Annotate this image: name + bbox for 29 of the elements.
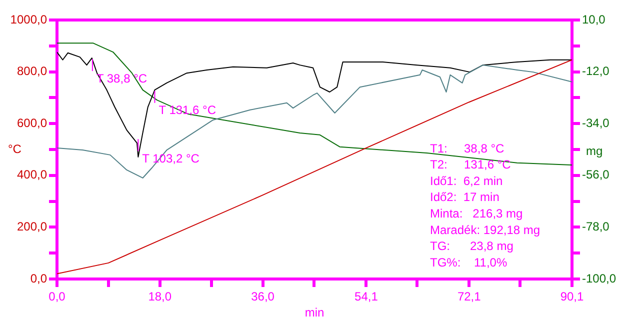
y-tick-label: 0,0: [30, 271, 48, 286]
y2-axis-title: mg: [586, 144, 603, 158]
y2-tick-label: -12,0: [582, 64, 610, 78]
annotation: TG: 23,8 mg: [430, 239, 514, 254]
y-tick-label: 400,0: [16, 168, 48, 182]
y-tick-label: 1000,0: [10, 12, 48, 26]
y-tick-label: 800,0: [16, 64, 48, 78]
x-tick-label: 18,0: [148, 290, 172, 304]
annotation: TG%: 11,0%: [430, 255, 508, 270]
x-tick-label: 90,1: [560, 290, 584, 304]
annotation: Minta: 216,3 mg: [430, 206, 523, 221]
y-tick-label: 600,0: [16, 116, 48, 130]
x-tick-label: 0,0: [48, 290, 66, 304]
annotation: Idő2: 17 min: [430, 190, 500, 204]
y-tick-label: 200,0: [16, 220, 48, 234]
y2-tick-label: -56,0: [582, 168, 610, 182]
annotation: T2: 131,6 °C: [430, 158, 512, 172]
x-tick-label: 72,1: [457, 290, 482, 304]
annotation: Idő1: 6,2 min: [430, 174, 503, 188]
y2-tick-label: -78,0: [582, 220, 610, 234]
y2-tick-label: -34,0: [582, 116, 610, 130]
x-axis-title: min: [304, 305, 324, 320]
y2-tick-label: 10,0: [582, 12, 606, 26]
annotation: T1: 38,8 °C: [430, 141, 504, 156]
annotation: Maradék: 192,18 mg: [430, 222, 540, 237]
x-tick-label: 36,0: [251, 290, 275, 304]
x-tick-label: 54,1: [354, 290, 378, 304]
y2-tick-label: -100,0: [582, 271, 616, 286]
y-axis-title: °C: [8, 142, 22, 156]
